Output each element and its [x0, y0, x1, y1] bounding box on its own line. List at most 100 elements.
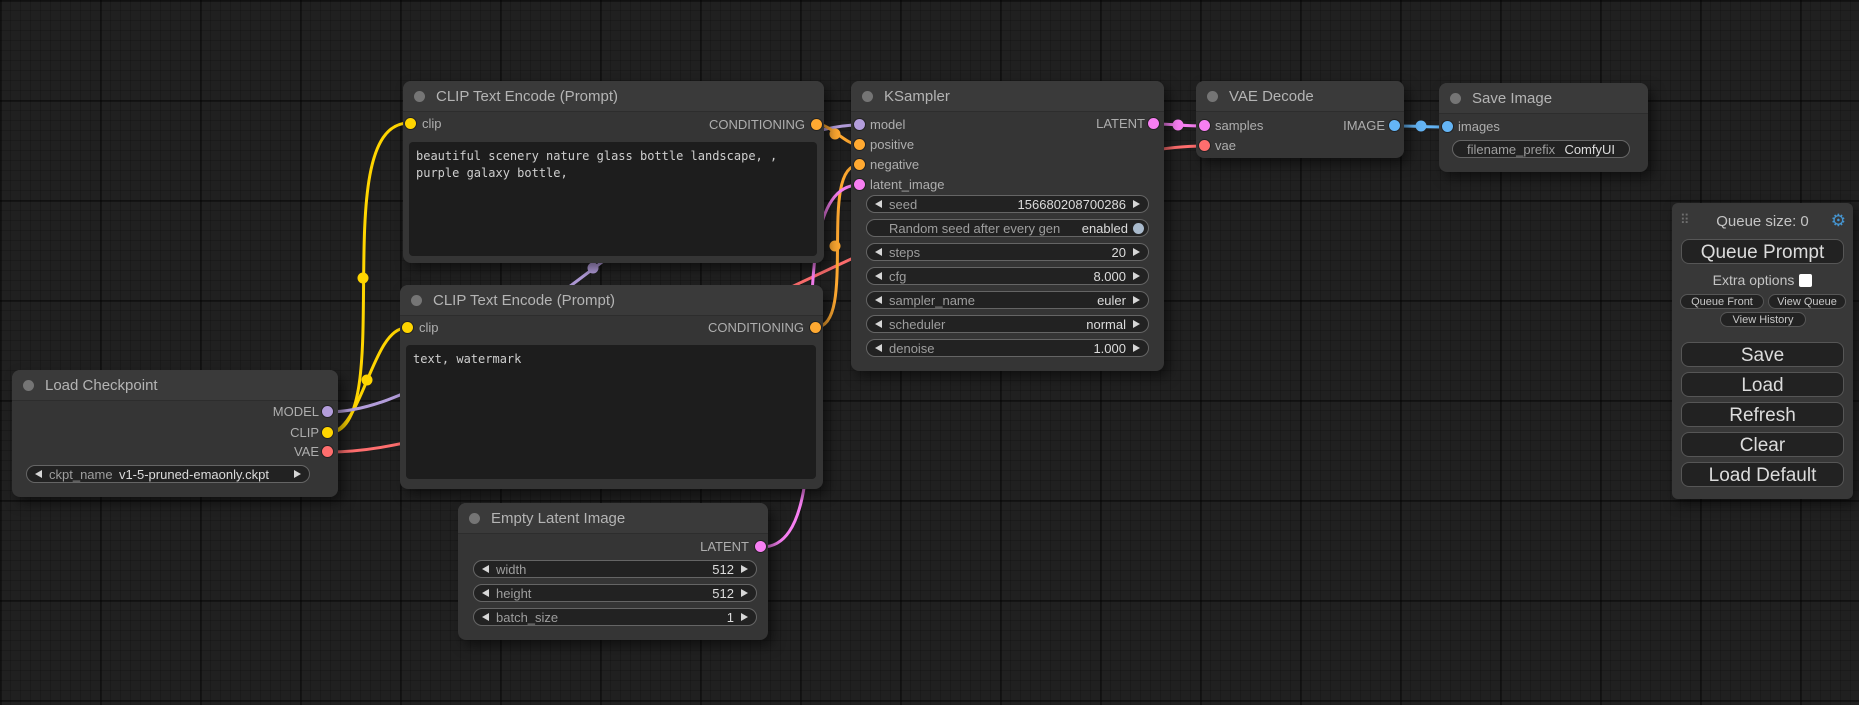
queue-menu-panel: ⠿ Queue size: 0 ⚙ Queue Prompt Extra opt…	[1672, 203, 1853, 499]
save-button[interactable]: Save	[1681, 342, 1844, 367]
toggle-indicator-icon[interactable]	[1133, 223, 1144, 234]
node-save-image[interactable]: Save Image images filename_prefix ComfyU…	[1439, 83, 1648, 172]
link-midpoint-dot	[829, 240, 841, 252]
vae-output-slot[interactable]	[322, 446, 333, 457]
positive-input-slot[interactable]	[854, 139, 865, 150]
slot-label-model: model	[870, 117, 906, 132]
random-seed-toggle-widget[interactable]: Random seed after every gen enabled	[866, 219, 1149, 237]
node-title-bar[interactable]: Save Image	[1439, 83, 1648, 114]
arrow-left-icon[interactable]	[875, 344, 882, 352]
node-title-bar[interactable]: Load Checkpoint	[12, 370, 338, 401]
widget-value: 1	[726, 610, 734, 625]
collapse-dot-icon[interactable]	[862, 91, 873, 102]
node-empty-latent-image[interactable]: Empty Latent Image LATENT width 512 heig…	[458, 503, 768, 640]
widget-value: ComfyUI	[1564, 142, 1615, 157]
arrow-left-icon[interactable]	[482, 565, 489, 573]
arrow-right-icon[interactable]	[741, 565, 748, 573]
arrow-right-icon[interactable]	[1133, 320, 1140, 328]
node-clip-text-encode-positive[interactable]: CLIP Text Encode (Prompt) clip CONDITION…	[403, 81, 824, 263]
node-vae-decode[interactable]: VAE Decode samples vae IMAGE	[1196, 81, 1404, 158]
height-widget[interactable]: height 512	[473, 584, 757, 602]
node-load-checkpoint[interactable]: Load Checkpoint MODEL CLIP VAE ckpt_name…	[12, 370, 338, 497]
extra-options-checkbox[interactable]	[1799, 274, 1813, 287]
arrow-left-icon[interactable]	[875, 248, 882, 256]
arrow-left-icon[interactable]	[35, 470, 42, 478]
node-clip-text-encode-negative[interactable]: CLIP Text Encode (Prompt) clip CONDITION…	[400, 285, 823, 489]
conditioning-output-slot[interactable]	[810, 322, 821, 333]
arrow-left-icon[interactable]	[482, 589, 489, 597]
arrow-right-icon[interactable]	[741, 589, 748, 597]
widget-label: Random seed after every gen	[889, 221, 1061, 236]
samples-input-slot[interactable]	[1199, 120, 1210, 131]
vae-input-slot[interactable]	[1199, 140, 1210, 151]
arrow-right-icon[interactable]	[1133, 272, 1140, 280]
arrow-left-icon[interactable]	[875, 200, 882, 208]
cfg-widget[interactable]: cfg 8.000	[866, 267, 1149, 285]
arrow-right-icon[interactable]	[1133, 200, 1140, 208]
view-queue-button[interactable]: View Queue	[1768, 294, 1846, 309]
node-title-bar[interactable]: KSampler	[851, 81, 1164, 112]
node-title: KSampler	[884, 88, 950, 105]
arrow-right-icon[interactable]	[1133, 344, 1140, 352]
latent-output-slot[interactable]	[755, 541, 766, 552]
negative-input-slot[interactable]	[854, 159, 865, 170]
slot-label-negative: negative	[870, 157, 920, 172]
collapse-dot-icon[interactable]	[411, 295, 422, 306]
negative-prompt-textarea[interactable]: text, watermark	[406, 345, 816, 479]
latent-output-slot[interactable]	[1148, 118, 1159, 129]
clip-input-slot[interactable]	[405, 118, 416, 129]
settings-gear-icon[interactable]: ⚙	[1830, 211, 1846, 230]
arrow-left-icon[interactable]	[875, 320, 882, 328]
slot-label-clip: clip	[419, 320, 439, 335]
load-default-button[interactable]: Load Default	[1681, 462, 1844, 487]
widget-value: 20	[1111, 245, 1126, 260]
arrow-left-icon[interactable]	[875, 296, 882, 304]
clip-input-slot[interactable]	[402, 322, 413, 333]
node-title-bar[interactable]: Empty Latent Image	[458, 503, 768, 534]
slot-label-conditioning: CONDITIONING	[707, 320, 804, 335]
ckpt-name-widget[interactable]: ckpt_name v1-5-pruned-emaonly.ckpt	[26, 465, 310, 483]
arrow-right-icon[interactable]	[1133, 296, 1140, 304]
latent-image-input-slot[interactable]	[854, 179, 865, 190]
node-title-bar[interactable]: VAE Decode	[1196, 81, 1404, 112]
seed-widget[interactable]: seed 156680208700286	[866, 195, 1149, 213]
clip-output-slot[interactable]	[322, 427, 333, 438]
steps-widget[interactable]: steps 20	[866, 243, 1149, 261]
collapse-dot-icon[interactable]	[1207, 91, 1218, 102]
scheduler-widget[interactable]: scheduler normal	[866, 315, 1149, 333]
drag-handle-icon[interactable]: ⠿	[1680, 212, 1689, 227]
arrow-left-icon[interactable]	[482, 613, 489, 621]
image-output-slot[interactable]	[1389, 120, 1400, 131]
conditioning-output-slot[interactable]	[811, 119, 822, 130]
images-input-slot[interactable]	[1442, 121, 1453, 132]
collapse-dot-icon[interactable]	[1450, 93, 1461, 104]
arrow-right-icon[interactable]	[294, 470, 301, 478]
batch-size-widget[interactable]: batch_size 1	[473, 608, 757, 626]
arrow-right-icon[interactable]	[1133, 248, 1140, 256]
widget-label: batch_size	[496, 610, 559, 625]
model-output-slot[interactable]	[322, 406, 333, 417]
queue-prompt-button[interactable]: Queue Prompt	[1681, 239, 1844, 264]
collapse-dot-icon[interactable]	[414, 91, 425, 102]
node-title: Empty Latent Image	[491, 510, 626, 527]
queue-front-button[interactable]: Queue Front	[1680, 294, 1764, 309]
node-ksampler[interactable]: KSampler model positive negative latent_…	[851, 81, 1164, 371]
clear-button[interactable]: Clear	[1681, 432, 1844, 457]
width-widget[interactable]: width 512	[473, 560, 757, 578]
refresh-button[interactable]: Refresh	[1681, 402, 1844, 427]
view-history-button[interactable]: View History	[1720, 312, 1806, 327]
model-input-slot[interactable]	[854, 119, 865, 130]
slot-label-clip: clip	[422, 116, 442, 131]
load-button[interactable]: Load	[1681, 372, 1844, 397]
collapse-dot-icon[interactable]	[469, 513, 480, 524]
collapse-dot-icon[interactable]	[23, 380, 34, 391]
filename-prefix-widget[interactable]: filename_prefix ComfyUI	[1452, 140, 1630, 158]
sampler-name-widget[interactable]: sampler_name euler	[866, 291, 1149, 309]
node-title-bar[interactable]: CLIP Text Encode (Prompt)	[400, 285, 823, 316]
arrow-right-icon[interactable]	[741, 613, 748, 621]
positive-prompt-textarea[interactable]: beautiful scenery nature glass bottle la…	[409, 142, 817, 256]
arrow-left-icon[interactable]	[875, 272, 882, 280]
slot-label-samples: samples	[1215, 118, 1264, 133]
node-title-bar[interactable]: CLIP Text Encode (Prompt)	[403, 81, 824, 112]
denoise-widget[interactable]: denoise 1.000	[866, 339, 1149, 357]
